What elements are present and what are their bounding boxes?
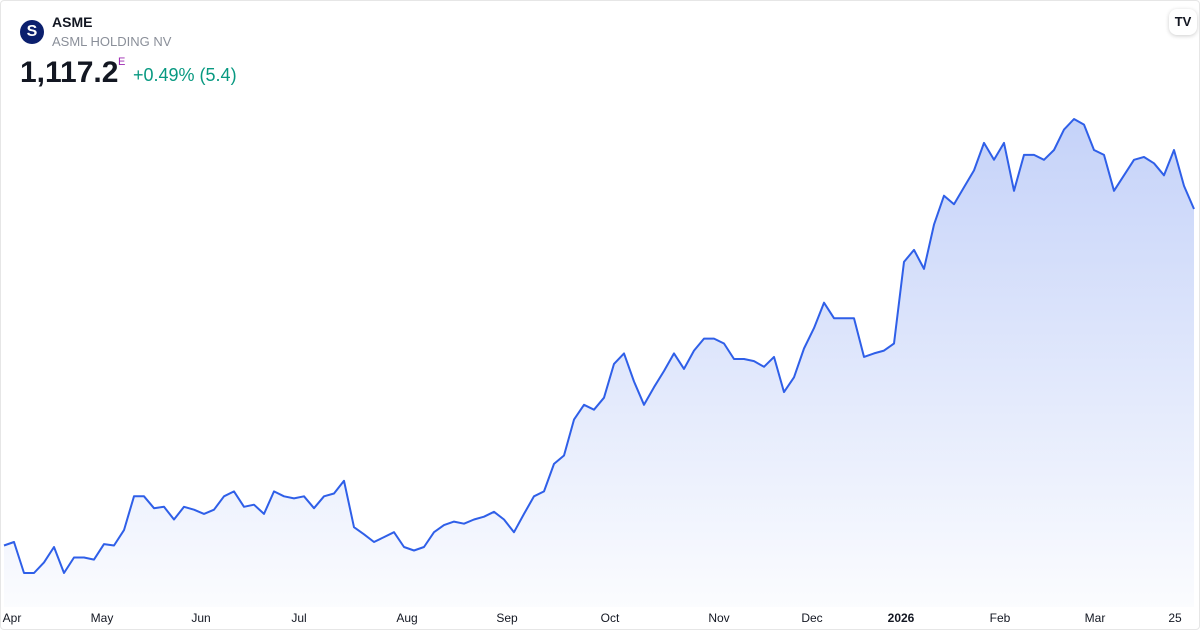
tv-logo[interactable]: TV	[1169, 9, 1197, 35]
x-tick-label: Jun	[191, 611, 210, 625]
change: +0.49% (5.4)	[133, 65, 237, 85]
x-tick-label: Sep	[496, 611, 518, 625]
x-tick-label: 25	[1168, 611, 1182, 625]
price: 1,117.2	[20, 56, 119, 89]
x-tick-label: Nov	[708, 611, 729, 625]
area	[4, 119, 1194, 607]
logo: S	[20, 20, 44, 44]
x-tick-label: May	[91, 611, 114, 625]
x-tick-label: Aug	[396, 611, 417, 625]
company-name: ASML HOLDING NV	[52, 34, 172, 49]
x-tick-label: Mar	[1085, 611, 1106, 625]
x-tick-label: Feb	[990, 611, 1011, 625]
x-tick-label: Apr	[3, 611, 22, 625]
symbol: ASME	[52, 14, 93, 30]
x-tick-label: Dec	[801, 611, 822, 625]
x-tick-label: 2026	[888, 611, 915, 625]
price-line	[3, 118, 1195, 574]
x-tick-label: Oct	[601, 611, 620, 625]
x-tick-label: Jul	[291, 611, 306, 625]
price-flag: E	[118, 56, 126, 68]
